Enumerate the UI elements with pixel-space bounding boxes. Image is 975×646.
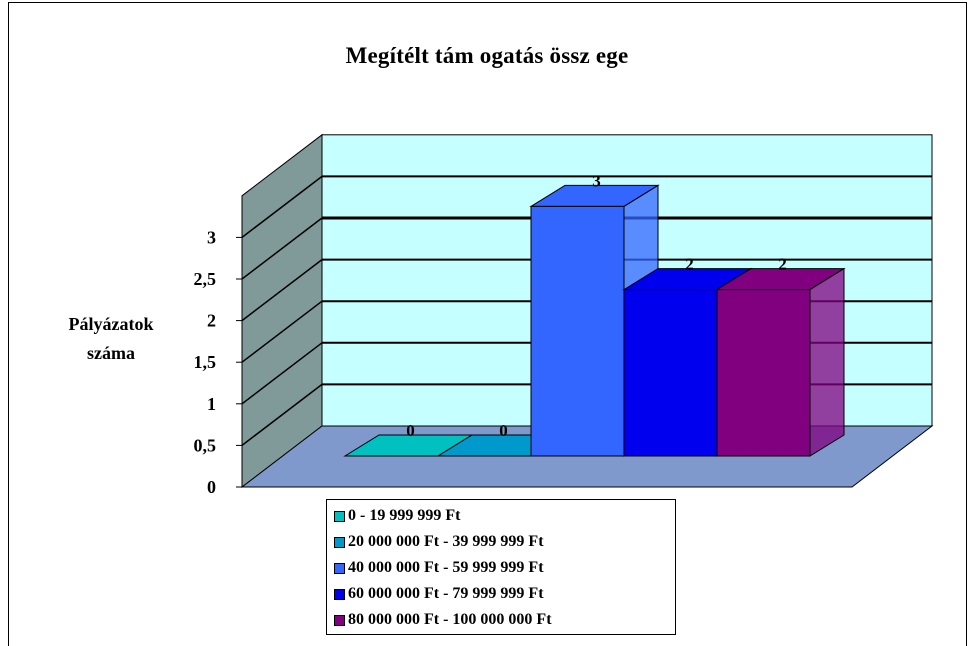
legend-item: 20 000 000 Ft - 39 999 999 Ft <box>334 532 544 552</box>
legend-swatch <box>334 562 345 574</box>
legend-swatch <box>334 588 345 600</box>
gridline-side <box>241 342 323 405</box>
legend-swatch <box>334 536 345 548</box>
bar-side <box>809 267 845 457</box>
y-tick-label: 0 <box>207 477 216 497</box>
y-tick-label: 2 <box>207 311 216 331</box>
y-axis-label: Pályázatok <box>69 314 154 334</box>
gridline-side <box>241 383 323 446</box>
bar <box>623 289 718 457</box>
legend: 0 - 19 999 999 Ft 20 000 000 Ft - 39 999 … <box>326 499 676 635</box>
data-label: 2 <box>778 255 787 274</box>
gridline-side <box>241 300 323 363</box>
data-label: 3 <box>592 171 601 190</box>
y-axis-label: száma <box>87 343 135 363</box>
chart-frame <box>8 2 967 646</box>
bar <box>716 289 811 457</box>
y-tick-label: 1,5 <box>194 352 217 372</box>
legend-label: 0 - 19 999 999 Ft <box>348 507 461 524</box>
legend-swatch <box>334 614 345 626</box>
legend-label: 20 000 000 Ft - 39 999 999 Ft <box>348 533 544 550</box>
legend-label: 80 000 000 Ft - 100 000 000 Ft <box>348 611 552 628</box>
legend-item: 40 000 000 Ft - 59 999 999 Ft <box>334 558 544 578</box>
legend-item: 60 000 000 Ft - 79 999 999 Ft <box>334 584 544 604</box>
data-label: 2 <box>685 255 694 274</box>
y-tick-label: 0,5 <box>194 435 217 455</box>
legend-item: 80 000 000 Ft - 100 000 000 Ft <box>334 610 552 630</box>
chart-title: Megítélt tám ogatás össz ege <box>346 43 629 68</box>
y-tick-label: 2,5 <box>194 269 217 289</box>
data-label: 0 <box>499 421 508 440</box>
legend-item: 0 - 19 999 999 Ft <box>334 506 460 526</box>
gridline-side <box>241 259 323 322</box>
legend-label: 60 000 000 Ft - 79 999 999 Ft <box>348 585 544 602</box>
bar <box>530 205 625 457</box>
gridline-side <box>241 217 323 280</box>
data-label: 0 <box>406 421 415 440</box>
legend-swatch <box>334 510 345 522</box>
gridline-side <box>241 175 323 238</box>
y-tick-label: 1 <box>207 394 216 414</box>
y-tick-label: 3 <box>207 227 216 247</box>
legend-label: 40 000 000 Ft - 59 999 999 Ft <box>348 559 544 576</box>
